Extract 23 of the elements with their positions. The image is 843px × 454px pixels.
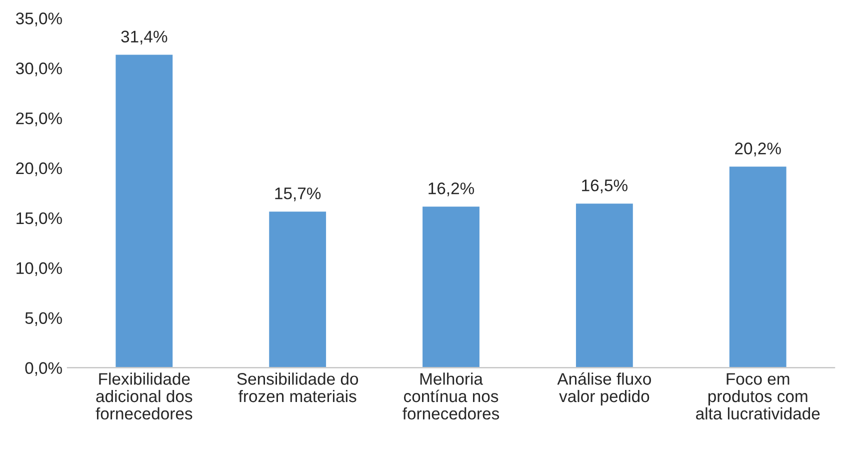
- x-tick-label: Análise fluxo valor pedido: [557, 372, 651, 406]
- x-tick-label: Flexibilidade adicional dos fornecedores: [96, 372, 192, 420]
- x-tick-label: Foco em produtos com alta lucratividade: [696, 373, 820, 420]
- y-tick-label: 25,0%: [16, 112, 62, 126]
- y-tick-label: 0,0%: [25, 362, 62, 376]
- data-label: 16,5%: [582, 180, 628, 194]
- y-tick-label: 5,0%: [25, 312, 62, 326]
- bar: [268, 210, 328, 368]
- data-label: 20,2%: [735, 142, 781, 156]
- bar: [421, 205, 481, 368]
- data-label: 16,2%: [428, 182, 474, 196]
- bar: [574, 202, 634, 368]
- x-tick-label: Sensibilidade do frozen materiais: [237, 372, 358, 402]
- y-tick-label: 10,0%: [16, 262, 62, 276]
- x-tick-label: Melhoria contínua nos fornecedores: [402, 372, 500, 420]
- y-tick-label: 20,0%: [16, 162, 62, 176]
- data-label: 31,4%: [121, 30, 168, 44]
- y-tick-label: 15,0%: [16, 212, 62, 226]
- y-tick-label: 30,0%: [16, 62, 62, 76]
- bar: [728, 165, 788, 368]
- bar: [114, 53, 174, 368]
- y-tick-label: 35,0%: [16, 12, 62, 26]
- data-label: 15,7%: [275, 188, 321, 202]
